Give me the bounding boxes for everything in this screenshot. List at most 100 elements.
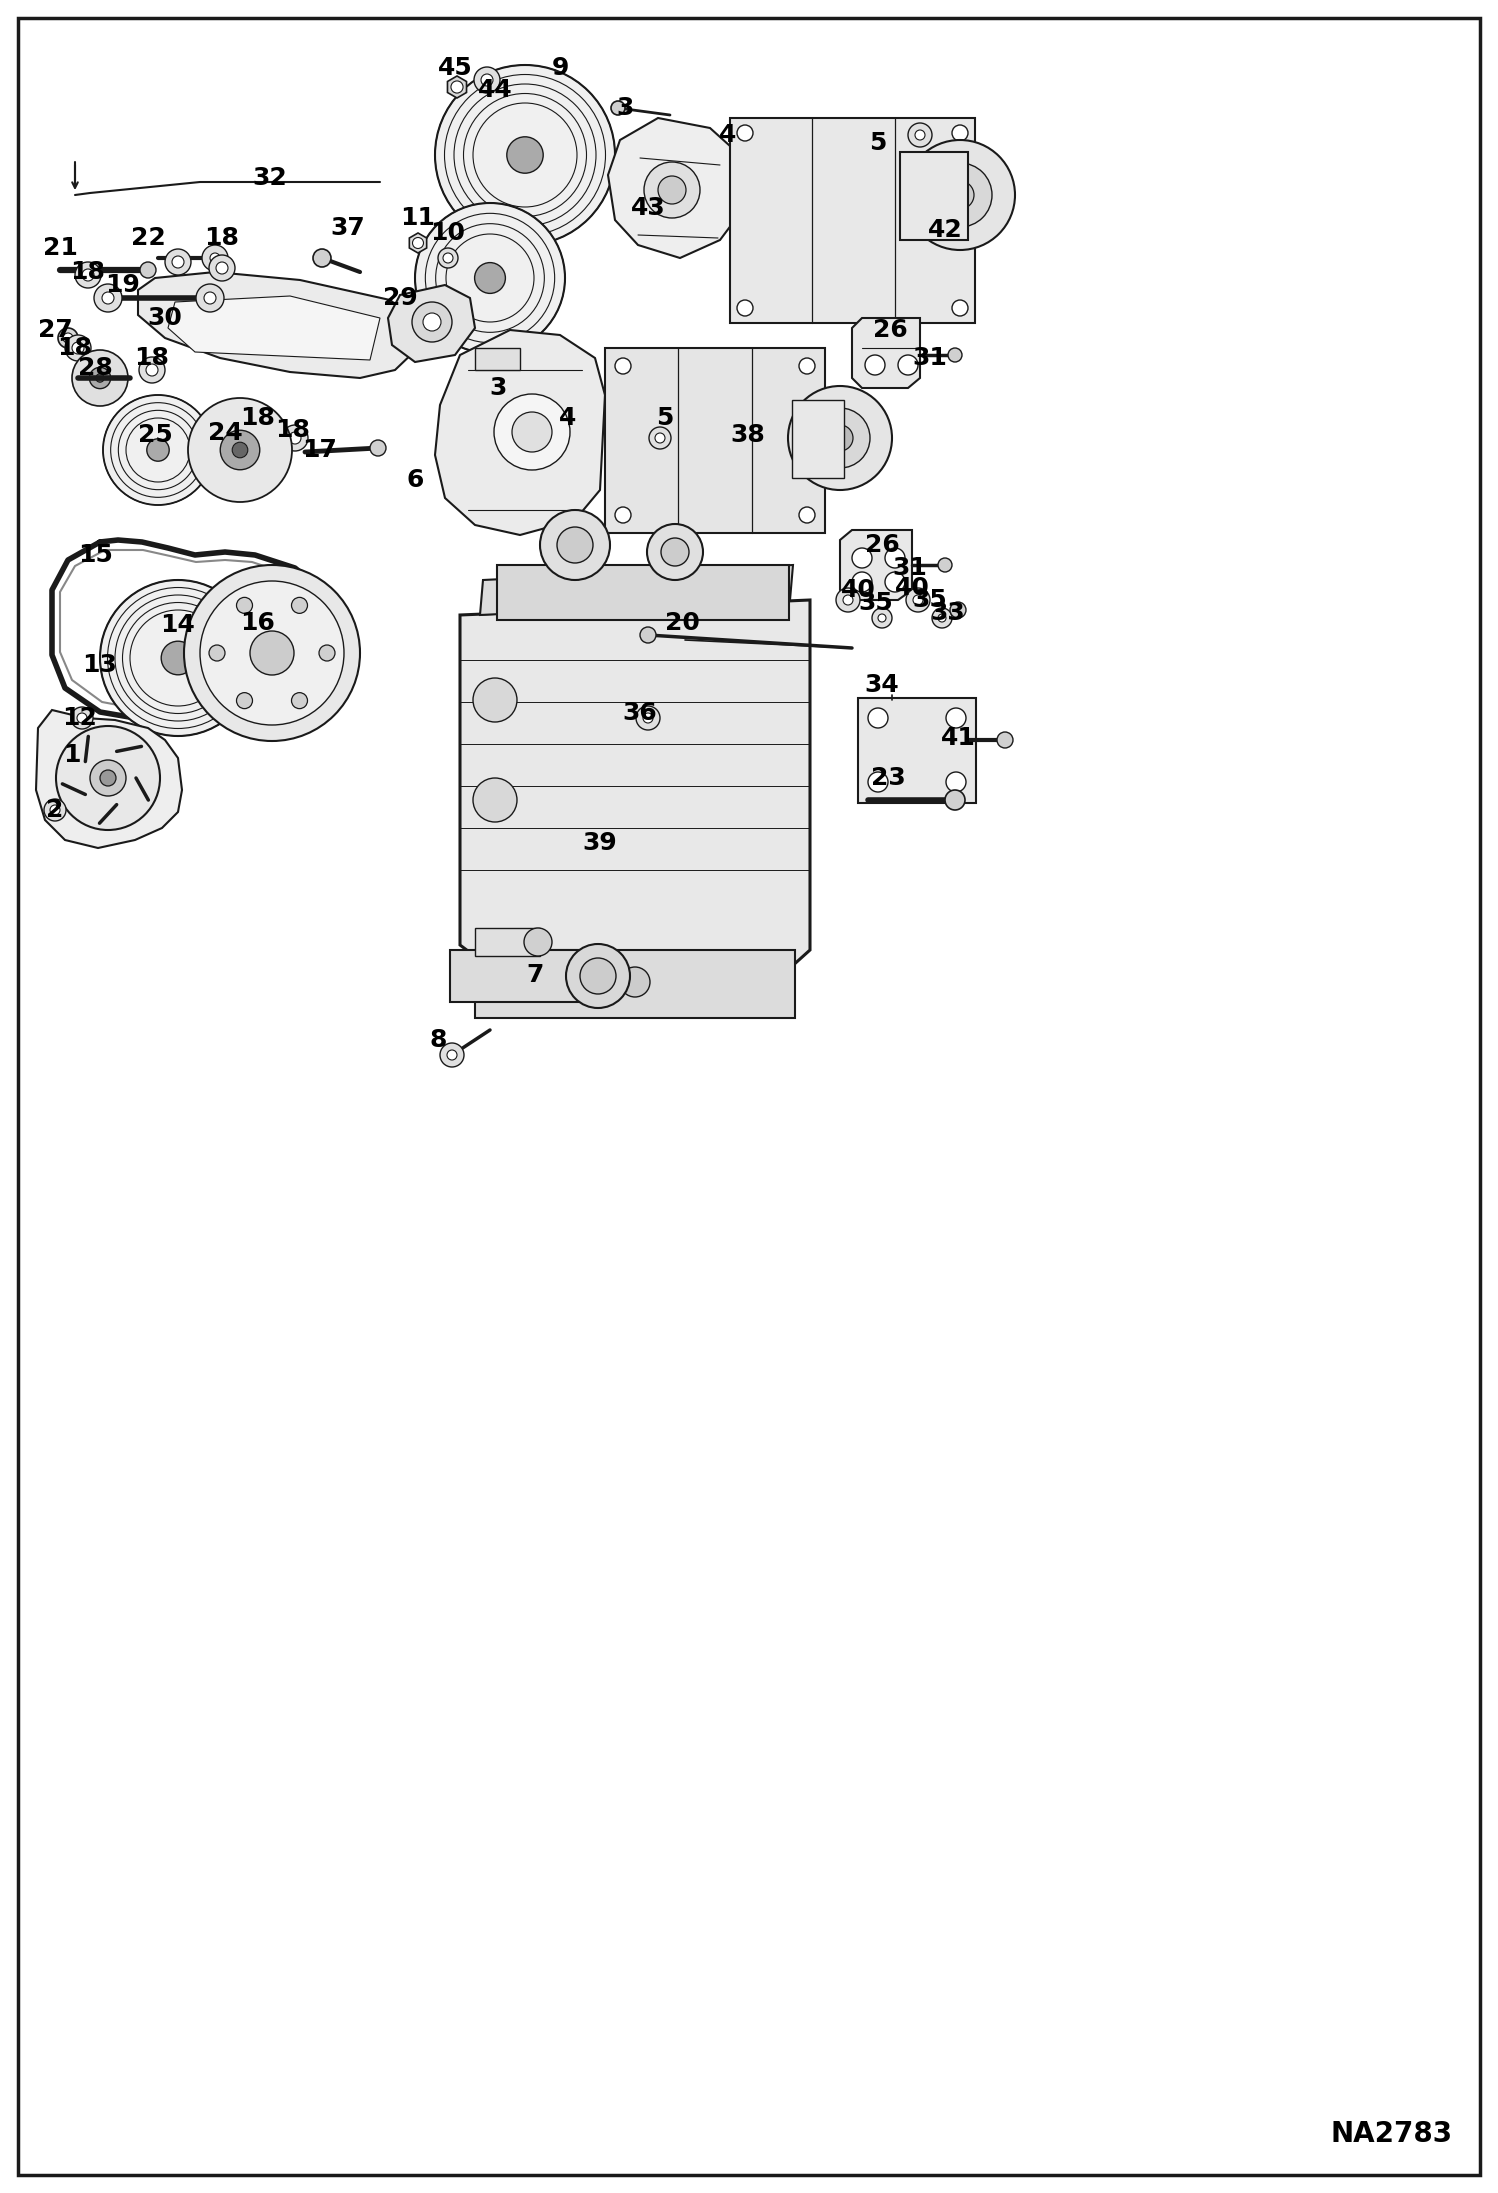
Circle shape <box>539 511 610 579</box>
Circle shape <box>292 596 307 614</box>
Circle shape <box>210 645 225 660</box>
Text: 5: 5 <box>869 132 887 156</box>
Circle shape <box>580 958 616 993</box>
Circle shape <box>250 632 294 675</box>
Circle shape <box>566 943 631 1009</box>
Text: 27: 27 <box>37 318 72 342</box>
Circle shape <box>90 368 111 388</box>
Circle shape <box>616 507 631 522</box>
Polygon shape <box>840 531 912 601</box>
Bar <box>858 697 977 803</box>
Circle shape <box>810 408 870 467</box>
Circle shape <box>172 257 184 268</box>
Circle shape <box>201 581 345 726</box>
Circle shape <box>94 285 121 311</box>
Circle shape <box>640 627 656 643</box>
Circle shape <box>947 182 974 208</box>
Circle shape <box>96 373 105 382</box>
Circle shape <box>915 129 924 140</box>
Text: 6: 6 <box>406 467 424 491</box>
Circle shape <box>827 425 852 452</box>
Circle shape <box>43 798 66 820</box>
Text: 32: 32 <box>253 167 288 191</box>
Circle shape <box>658 175 686 204</box>
Circle shape <box>897 355 918 375</box>
Circle shape <box>437 248 458 268</box>
Bar <box>449 950 598 1002</box>
Circle shape <box>204 292 216 305</box>
Circle shape <box>282 425 309 452</box>
Circle shape <box>220 430 259 469</box>
Text: 40: 40 <box>840 579 875 603</box>
Circle shape <box>932 607 953 627</box>
Circle shape <box>246 412 271 439</box>
Circle shape <box>58 329 78 349</box>
Circle shape <box>885 548 905 568</box>
Circle shape <box>473 779 517 822</box>
Circle shape <box>72 351 127 406</box>
Circle shape <box>557 526 593 564</box>
Text: 20: 20 <box>665 612 700 636</box>
Text: 14: 14 <box>160 614 195 636</box>
Polygon shape <box>479 566 792 614</box>
Circle shape <box>319 645 336 660</box>
Circle shape <box>494 395 571 469</box>
Text: 18: 18 <box>276 419 310 443</box>
Text: 2: 2 <box>46 798 64 822</box>
Bar <box>475 349 520 371</box>
Circle shape <box>643 713 653 724</box>
Circle shape <box>798 507 815 522</box>
Circle shape <box>196 285 225 311</box>
Circle shape <box>852 548 872 568</box>
Text: 1: 1 <box>63 743 81 768</box>
Text: 18: 18 <box>57 336 93 360</box>
Polygon shape <box>138 272 418 377</box>
Circle shape <box>252 419 264 432</box>
Circle shape <box>867 772 888 792</box>
Circle shape <box>938 557 953 572</box>
Text: 9: 9 <box>551 57 569 79</box>
Polygon shape <box>409 232 427 252</box>
Circle shape <box>655 432 665 443</box>
Circle shape <box>637 706 661 730</box>
Circle shape <box>938 614 947 623</box>
Circle shape <box>210 254 235 281</box>
Circle shape <box>867 708 888 728</box>
Bar <box>475 928 539 956</box>
Circle shape <box>953 300 968 316</box>
Circle shape <box>927 162 992 228</box>
Polygon shape <box>168 296 380 360</box>
Bar <box>475 950 795 1018</box>
Text: 36: 36 <box>623 702 658 726</box>
Text: 4: 4 <box>719 123 737 147</box>
Circle shape <box>100 579 256 737</box>
Circle shape <box>70 706 93 728</box>
Circle shape <box>210 252 220 263</box>
Text: 12: 12 <box>63 706 97 730</box>
Text: 7: 7 <box>526 963 544 987</box>
Text: 35: 35 <box>912 588 947 612</box>
Text: 8: 8 <box>430 1029 446 1053</box>
Circle shape <box>945 789 965 809</box>
Circle shape <box>953 125 968 140</box>
Circle shape <box>912 594 923 605</box>
Text: 11: 11 <box>400 206 436 230</box>
Circle shape <box>843 594 852 605</box>
Text: 3: 3 <box>490 375 506 399</box>
Circle shape <box>64 336 91 362</box>
Text: 31: 31 <box>912 346 947 371</box>
Circle shape <box>644 162 700 217</box>
Text: 25: 25 <box>138 423 172 447</box>
Circle shape <box>165 250 192 274</box>
Bar <box>900 151 968 239</box>
Circle shape <box>948 349 962 362</box>
Bar <box>605 349 825 533</box>
Circle shape <box>737 125 753 140</box>
Circle shape <box>885 572 905 592</box>
Circle shape <box>313 250 331 268</box>
Circle shape <box>788 386 891 489</box>
Text: 30: 30 <box>148 307 183 329</box>
Circle shape <box>473 68 500 92</box>
Circle shape <box>451 81 463 92</box>
Circle shape <box>63 333 73 342</box>
